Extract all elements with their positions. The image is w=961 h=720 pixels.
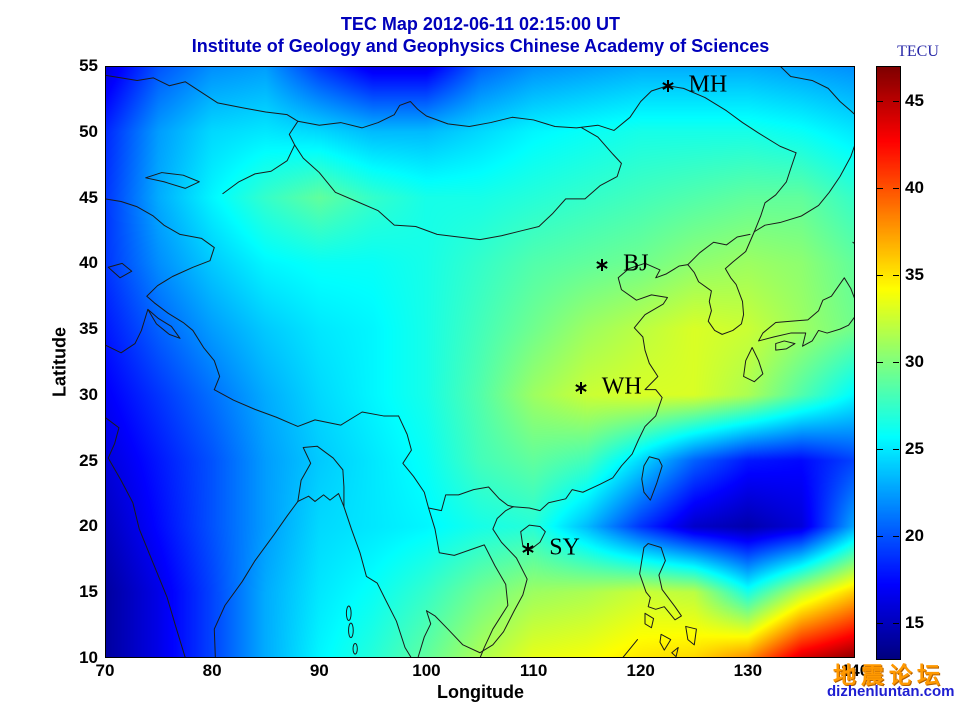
- x-tick-label: 140: [840, 661, 870, 680]
- andaman-island: [346, 606, 351, 620]
- y-axis-label: Latitude: [49, 327, 70, 397]
- title-block: TEC Map 2012-06-11 02:15:00 UT Institute…: [0, 13, 961, 57]
- colorbar-tick-dash: [877, 623, 883, 625]
- x-tick-label: 100: [412, 661, 441, 680]
- y-tick-label: 45: [79, 187, 98, 207]
- station-marker-WH: [573, 381, 588, 396]
- indochina-coast: [418, 507, 527, 658]
- west-border: [105, 199, 220, 390]
- page-title: TEC Map 2012-06-11 02:15:00 UT: [340, 14, 621, 34]
- pamir-loop: [108, 263, 132, 277]
- okhotsk-coast: [780, 66, 855, 119]
- station-marker-BJ: [595, 257, 610, 272]
- colorbar-tick-dash: [877, 100, 883, 102]
- india-east-coast: [214, 501, 298, 658]
- colorbar-tick-label: 15: [905, 613, 924, 633]
- altai-border: [223, 145, 295, 194]
- india-west-coast: [105, 417, 185, 658]
- north-border: [105, 75, 796, 153]
- plot-area: MH BJ WH SY: [105, 66, 855, 658]
- colorbar-tick-dash: [877, 449, 883, 451]
- watermark-forum-name: 地震论坛: [833, 663, 945, 689]
- mongolia-border: [289, 121, 621, 239]
- colorbar-tick-dash: [893, 449, 899, 451]
- honshu-coast: [759, 278, 855, 346]
- indochina-north-border: [399, 416, 514, 511]
- palawan-coast: [623, 640, 638, 658]
- colorbar-tick-label: 40: [905, 177, 924, 197]
- colorbar-tick-dash: [893, 274, 899, 276]
- x-tick-label: 120: [626, 661, 655, 680]
- korea-coast: [688, 232, 754, 335]
- colorbar-tick-dash: [893, 623, 899, 625]
- colorbar-canvas: [877, 67, 900, 659]
- colorbar-tick-dash: [893, 536, 899, 538]
- y-tick-label: 50: [79, 121, 98, 141]
- x-tick-label: 130: [733, 661, 763, 680]
- colorbar-tick-dash: [893, 100, 899, 102]
- panay-coast: [660, 634, 671, 650]
- x-tick-label: 110: [519, 661, 548, 680]
- y-tick-label: 40: [79, 253, 98, 273]
- colorbar-tick-dash: [877, 536, 883, 538]
- watermark-site-url: dizhenluntan.com: [827, 683, 955, 700]
- station-label-BJ: BJ: [623, 250, 649, 277]
- primorye-coast: [754, 138, 855, 231]
- station-label-MH: MH: [688, 71, 728, 98]
- x-tick-label: 70: [95, 661, 115, 680]
- colorbar-tick-dash: [877, 187, 883, 189]
- colorbar-tick-dash: [877, 274, 883, 276]
- taiwan-coast: [642, 457, 662, 500]
- himalaya-border: [214, 390, 398, 427]
- y-tick-label: 20: [79, 516, 98, 536]
- y-tick-label: 15: [79, 582, 98, 602]
- ussuri-border: [754, 153, 796, 232]
- laos-vietnam-border: [429, 508, 508, 658]
- station-label-WH: WH: [601, 373, 642, 400]
- y-tick-label: 35: [79, 319, 98, 339]
- colorbar-tick-label: 45: [905, 90, 924, 110]
- mindoro-coast: [645, 613, 654, 627]
- colorbar-unit-label: TECU: [897, 43, 939, 60]
- map-outlines: [105, 66, 855, 658]
- station-marker-SY: [521, 541, 536, 556]
- y-tick-label: 25: [79, 450, 98, 470]
- shikoku-coast: [776, 341, 795, 350]
- colorbar-tick-dash: [893, 362, 899, 363]
- china-coast: [513, 263, 688, 510]
- afghan-border: [105, 309, 148, 352]
- negros-coast: [672, 647, 678, 656]
- y-tick-label: 30: [79, 384, 98, 404]
- x-tick-label: 90: [309, 661, 329, 680]
- bangladesh-border: [298, 446, 344, 507]
- kyushu-coast: [744, 348, 763, 382]
- samar-coast: [686, 626, 697, 644]
- myanmar-coast: [298, 494, 412, 658]
- andaman-island: [353, 644, 357, 655]
- colorbar-tick-label: 25: [905, 439, 924, 459]
- tec-heatmap-canvas: [105, 66, 855, 658]
- kashmir-border: [148, 309, 180, 338]
- page-subtitle: Institute of Geology and Geophysics Chin…: [191, 36, 770, 56]
- colorbar: [876, 66, 901, 660]
- colorbar-tick-label: 20: [905, 526, 924, 546]
- luzon-coast: [640, 544, 682, 620]
- colorbar-tick-dash: [877, 362, 883, 363]
- y-tick-label: 55: [79, 56, 98, 75]
- x-tick-label: 80: [202, 661, 222, 680]
- station-label-SY: SY: [549, 534, 580, 561]
- hokkaido-tip: [853, 242, 855, 247]
- x-axis-label: Longitude: [437, 682, 524, 702]
- colorbar-tick-label: 30: [905, 352, 924, 371]
- yalu-border: [688, 234, 750, 264]
- colorbar-tick-dash: [893, 187, 899, 189]
- y-tick-label: 10: [79, 648, 98, 667]
- station-marker-MH: [660, 78, 675, 93]
- colorbar-tick-label: 35: [905, 264, 924, 284]
- balkhash-lake: [146, 173, 200, 189]
- andaman-island: [349, 623, 354, 637]
